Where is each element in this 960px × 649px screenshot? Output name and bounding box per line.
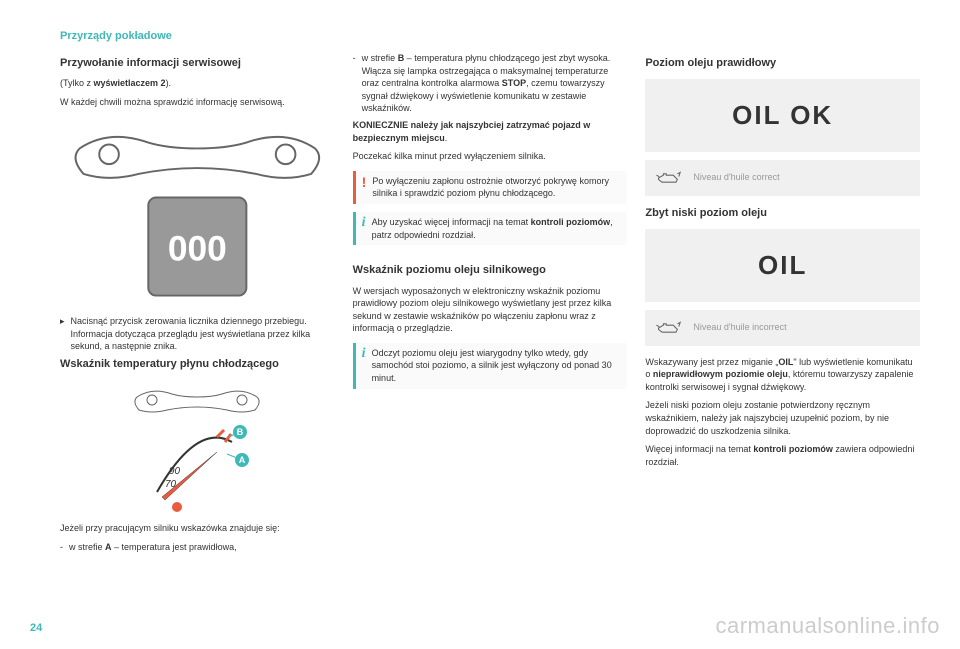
section-header: Przyrządy pokładowe <box>60 30 920 42</box>
heading-oil-ok: Poziom oleju prawidłowy <box>645 56 920 71</box>
heading-service-recall: Przywołanie informacji serwisowej <box>60 56 335 71</box>
text-needle-position: Jeżeli przy pracującym silniku wskazówka… <box>60 522 335 535</box>
oil-can-icon <box>655 168 683 188</box>
text-wait-minutes: Poczekać kilka minut przed wyłączeniem s… <box>353 150 628 163</box>
text-oil-moreinfo: Więcej informacji na temat kontroli pozi… <box>645 443 920 468</box>
watermark: carmanualsonline.info <box>715 613 940 639</box>
info-icon: i <box>362 347 366 385</box>
bullet-zone-a: - w strefie A – temperatura jest prawidł… <box>60 541 335 554</box>
oil-can-icon <box>655 318 683 338</box>
heading-coolant-temp: Wskaźnik temperatury płynu chłodzącego <box>60 357 335 372</box>
text-oil-electronic: W wersjach wyposażonych w elektroniczny … <box>353 285 628 335</box>
column-1: Przywołanie informacji serwisowej (Tylko… <box>60 52 335 557</box>
text-must-stop: KONIECZNIE należy jak najszybciej zatrzy… <box>353 119 628 144</box>
warning-coolant: ! Po wyłączeniu zapłonu ostrożnie otworz… <box>353 171 628 204</box>
svg-text:70: 70 <box>165 479 177 490</box>
text-oil-flashing: Wskazywany jest przez miganie „OIL" lub … <box>645 356 920 394</box>
info-oil-reading: i Odczyt poziomu oleju jest wiarygodny t… <box>353 343 628 389</box>
svg-text:90: 90 <box>169 466 181 477</box>
svg-text:A: A <box>239 455 246 465</box>
status-oil-incorrect: Niveau d'huile incorrect <box>645 310 920 346</box>
info-icon: i <box>362 216 366 241</box>
status-oil-correct: Niveau d'huile correct <box>645 160 920 196</box>
text-oil-confirm: Jeżeli niski poziom oleju zostanie potwi… <box>645 399 920 437</box>
display-oil-low: OIL <box>645 229 920 301</box>
bullet-press-button: ▸ Nacisnąć przycisk zerowania licznika d… <box>60 315 335 353</box>
bullet-zone-b: - w strefie B – temperatura płynu chłodz… <box>353 52 628 115</box>
heading-oil-low: Zbyt niski poziom oleju <box>645 206 920 221</box>
warning-icon: ! <box>362 175 367 200</box>
temp-gauge-image: 90 70 B A <box>60 382 335 512</box>
display-oil-ok: OIL OK <box>645 79 920 151</box>
svg-text:000: 000 <box>168 229 227 268</box>
page-number: 24 <box>30 622 42 634</box>
column-2: - w strefie B – temperatura płynu chłodz… <box>353 52 628 557</box>
text-display-note: (Tylko z wyświetlaczem 2). <box>60 77 335 90</box>
heading-oil-level: Wskaźnik poziomu oleju silnikowego <box>353 263 628 278</box>
display-000-image: 000 <box>60 119 335 305</box>
text-check-info: W każdej chwili można sprawdzić informac… <box>60 96 335 109</box>
info-levels-1: i Aby uzyskać więcej informacji na temat… <box>353 212 628 245</box>
column-3: Poziom oleju prawidłowy OIL OK Niveau d'… <box>645 52 920 557</box>
svg-text:B: B <box>237 427 244 437</box>
